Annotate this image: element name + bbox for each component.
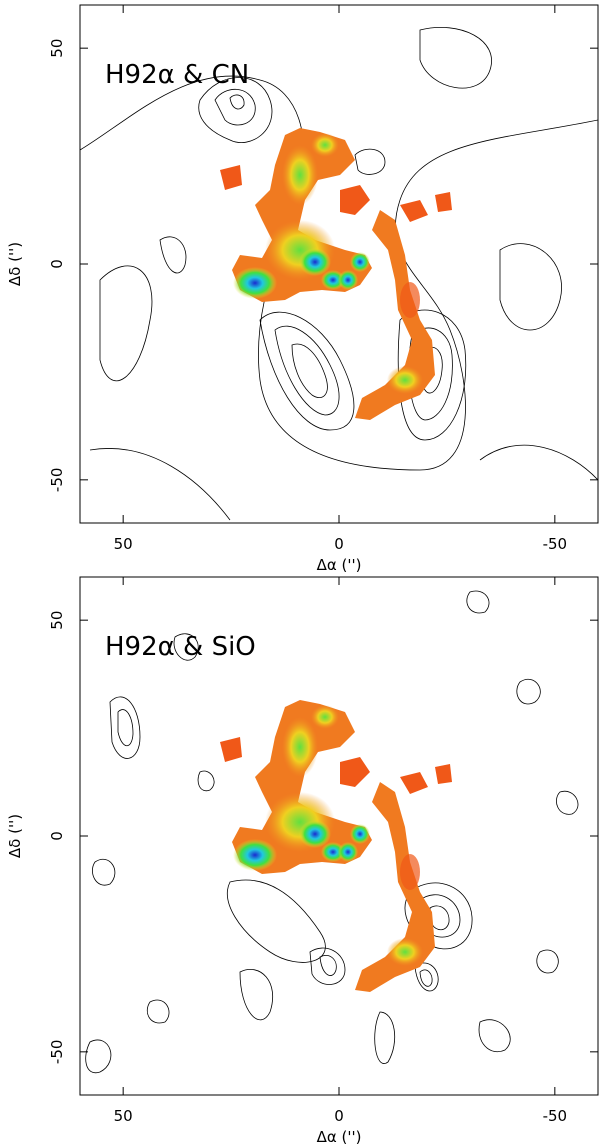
x-tick-label: 50	[114, 535, 133, 553]
y-tick-label: 50	[48, 611, 66, 630]
x-tick-label: 0	[334, 1107, 344, 1125]
map	[85, 590, 579, 1074]
y-tick-label: 0	[48, 831, 66, 841]
y-axis-label: Δδ ('')	[6, 814, 24, 858]
y-tick-label: -50	[48, 468, 66, 493]
x-tick-label: -50	[543, 1107, 568, 1125]
panel: 50 0 -50 -50 0 50 H92α & CN Δα ('') Δδ ('')	[6, 4, 599, 574]
panel: 50 0 -50 -50 0 50 H92α & SiO Δα ('') Δδ ('')	[6, 576, 599, 1146]
y-axis-label: Δδ ('')	[6, 242, 24, 286]
y-tick-label: -50	[48, 1040, 66, 1065]
annotation: H92α & CN	[105, 60, 249, 90]
annotation: H92α & SiO	[105, 632, 256, 662]
y-tick-label: 50	[48, 39, 66, 58]
x-tick-label: 0	[334, 535, 344, 553]
y-tick-label: 0	[48, 259, 66, 269]
x-tick-label: -50	[543, 535, 568, 553]
x-tick-label: 50	[114, 1107, 133, 1125]
map	[80, 27, 598, 521]
x-axis-label: Δα ('')	[317, 556, 362, 574]
x-axis-label: Δα ('')	[317, 1128, 362, 1146]
